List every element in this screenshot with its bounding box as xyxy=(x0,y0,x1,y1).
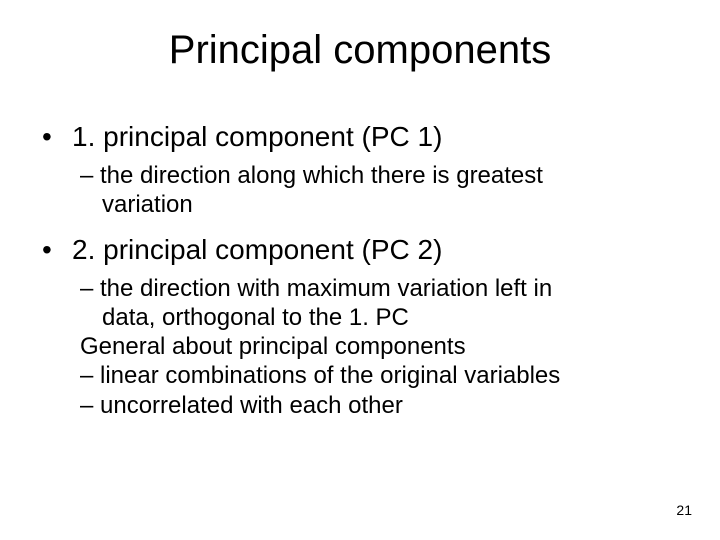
list-item: • 1. principal component (PC 1) xyxy=(36,121,684,153)
page-number: 21 xyxy=(676,502,692,518)
bullet-list: • 1. principal component (PC 1) xyxy=(36,121,684,153)
sublist: – the direction along which there is gre… xyxy=(80,161,684,220)
sublist-line: – the direction along which there is gre… xyxy=(80,161,684,190)
bullet-icon: • xyxy=(36,121,72,153)
sublist-line: data, orthogonal to the 1. PC xyxy=(80,303,684,332)
sublist: – the direction with maximum variation l… xyxy=(80,274,684,420)
bullet-list: • 2. principal component (PC 2) xyxy=(36,234,684,266)
slide: Principal components • 1. principal comp… xyxy=(0,0,720,540)
sublist-line: General about principal components xyxy=(80,332,684,361)
list-item-label: 1. principal component (PC 1) xyxy=(72,121,684,153)
slide-title: Principal components xyxy=(36,28,684,73)
sublist-line: variation xyxy=(80,190,684,219)
list-item: • 2. principal component (PC 2) xyxy=(36,234,684,266)
sublist-line: – linear combinations of the original va… xyxy=(80,361,684,390)
list-item-label: 2. principal component (PC 2) xyxy=(72,234,684,266)
sublist-line: – the direction with maximum variation l… xyxy=(80,274,684,303)
bullet-icon: • xyxy=(36,234,72,266)
sublist-line: – uncorrelated with each other xyxy=(80,391,684,420)
